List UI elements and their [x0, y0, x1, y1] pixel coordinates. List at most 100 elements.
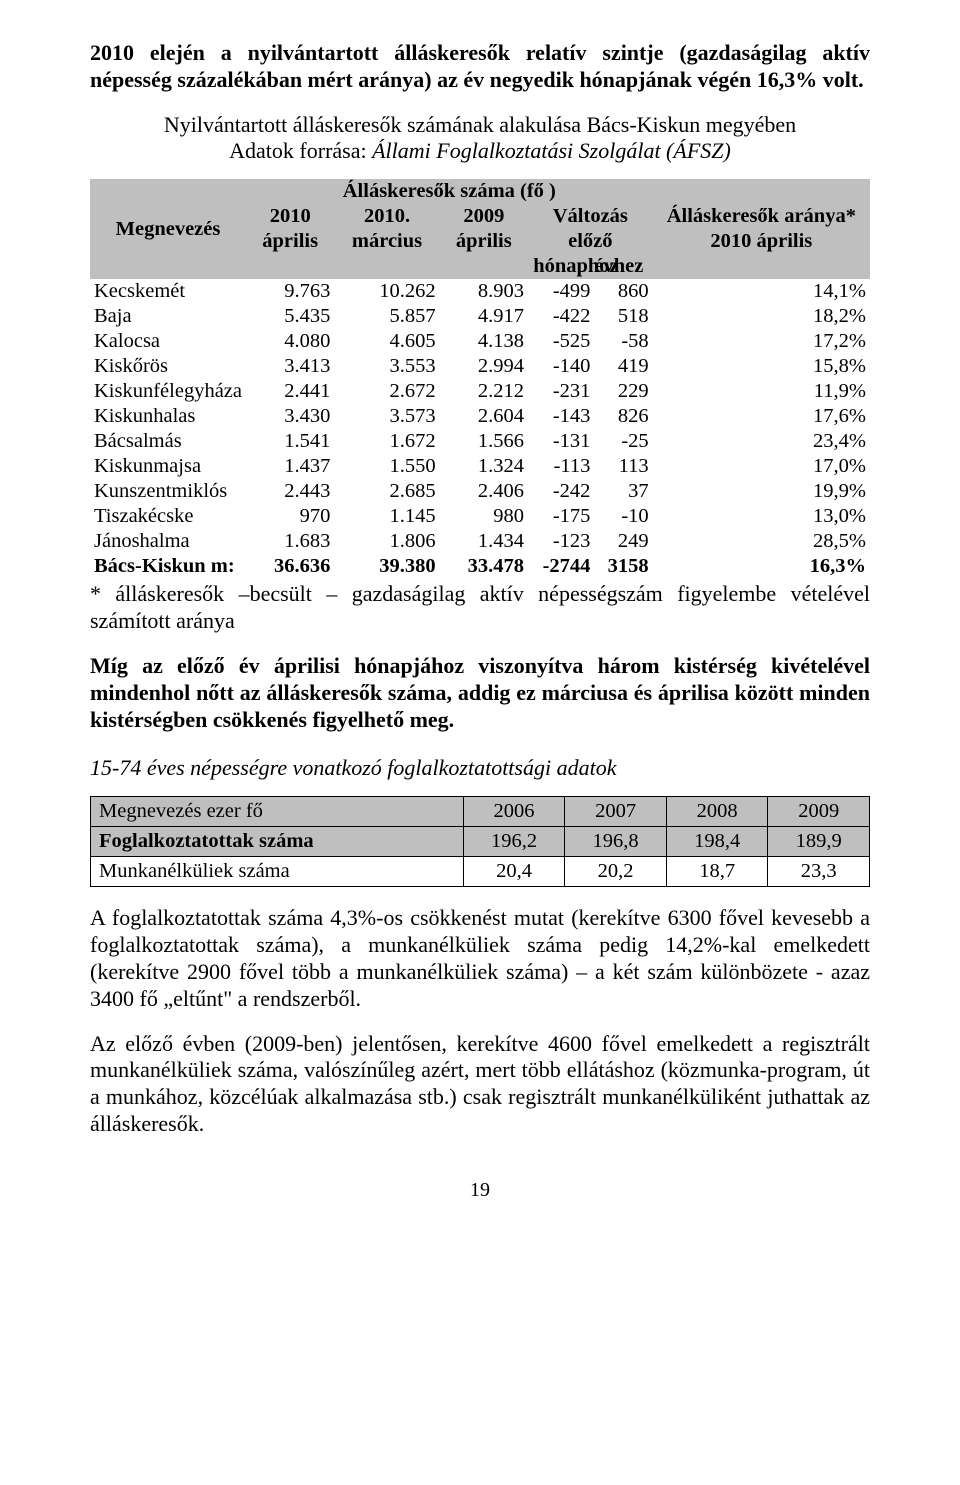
- row-b: 1.145: [334, 504, 439, 529]
- table-row: Kiskőrös3.4133.5532.994-14041915,8%: [90, 354, 870, 379]
- row-f: 11,9%: [653, 379, 870, 404]
- row-b: 3.553: [334, 354, 439, 379]
- row-c: 4.917: [440, 304, 528, 329]
- row-name: Bácsalmás: [90, 429, 246, 454]
- total-e: 3158: [594, 554, 652, 579]
- row-d: -525: [528, 329, 594, 354]
- total-name: Bács-Kiskun m:: [90, 554, 246, 579]
- row-f: 19,9%: [653, 479, 870, 504]
- row-e: 113: [594, 454, 652, 479]
- row-c: 4.138: [440, 329, 528, 354]
- total-d: -2744: [528, 554, 594, 579]
- row-e: 229: [594, 379, 652, 404]
- row-a: 1.541: [246, 429, 334, 454]
- row-name: Kiskőrös: [90, 354, 246, 379]
- row-b: 1.550: [334, 454, 439, 479]
- row-name: Kalocsa: [90, 329, 246, 354]
- row-a: 1.437: [246, 454, 334, 479]
- row-d: -422: [528, 304, 594, 329]
- row-d: -231: [528, 379, 594, 404]
- jobseekers-table: Megnevezés Álláskeresők száma (fő ) Állá…: [90, 179, 870, 579]
- t2-r2-1: 20,2: [565, 857, 667, 887]
- row-b: 10.262: [334, 279, 439, 304]
- employment-table: Megnevezés ezer fő 2006 2007 2008 2009 F…: [90, 796, 870, 887]
- row-e: 419: [594, 354, 652, 379]
- t2-r2-2: 18,7: [666, 857, 768, 887]
- row-f: 14,1%: [653, 279, 870, 304]
- row-name: Tiszakécske: [90, 504, 246, 529]
- row-b: 4.605: [334, 329, 439, 354]
- table1-footnote: * álláskeresők –becsült – gazdaságilag a…: [90, 581, 870, 635]
- row-d: -140: [528, 354, 594, 379]
- t2-c3: 2008: [666, 797, 768, 827]
- t2-r2-label: Munkanélküliek száma: [91, 857, 464, 887]
- t2-r2-0: 20,4: [463, 857, 565, 887]
- table-row: Jánoshalma1.6831.8061.434-12324928,5%: [90, 529, 870, 554]
- table1-title: Nyilvántartott álláskeresők számának ala…: [90, 112, 870, 166]
- row-f: 13,0%: [653, 504, 870, 529]
- para3: A foglalkoztatottak száma 4,3%-os csökke…: [90, 905, 870, 1012]
- intro-paragraph: 2010 elején a nyilvántartott álláskereső…: [90, 40, 870, 94]
- table-row: Kalocsa4.0804.6054.138-525-5817,2%: [90, 329, 870, 354]
- para4: Az előző évben (2009-ben) jelentősen, ke…: [90, 1031, 870, 1138]
- col-valt-label: Változás előző: [553, 205, 628, 252]
- row-name: Kiskunmajsa: [90, 454, 246, 479]
- t2-r1-1: 196,8: [565, 827, 667, 857]
- row-d: -113: [528, 454, 594, 479]
- row-e: 860: [594, 279, 652, 304]
- row-name: Kunszentmiklós: [90, 479, 246, 504]
- row-f: 15,8%: [653, 354, 870, 379]
- t2-c2: 2007: [565, 797, 667, 827]
- t2-r1-0: 196,2: [463, 827, 565, 857]
- row-f: 17,0%: [653, 454, 870, 479]
- sub-honap: hónaphoz: [533, 254, 590, 279]
- t2-r1-2: 198,4: [666, 827, 768, 857]
- row-d: -123: [528, 529, 594, 554]
- col-2010apr: 2010 április: [246, 204, 334, 279]
- table-row: Kiskunfélegyháza2.4412.6722.212-23122911…: [90, 379, 870, 404]
- row-b: 5.857: [334, 304, 439, 329]
- row-c: 1.434: [440, 529, 528, 554]
- row-f: 18,2%: [653, 304, 870, 329]
- t2-col0: Megnevezés ezer fő: [91, 797, 464, 827]
- row-b: 2.672: [334, 379, 439, 404]
- total-a: 36.636: [246, 554, 334, 579]
- row-a: 2.443: [246, 479, 334, 504]
- row-e: 518: [594, 304, 652, 329]
- row-e: -10: [594, 504, 652, 529]
- row-b: 2.685: [334, 479, 439, 504]
- row-d: -143: [528, 404, 594, 429]
- row-c: 2.604: [440, 404, 528, 429]
- row-name: Kecskemét: [90, 279, 246, 304]
- row-e: 826: [594, 404, 652, 429]
- row-f: 28,5%: [653, 529, 870, 554]
- row-a: 5.435: [246, 304, 334, 329]
- row-b: 3.573: [334, 404, 439, 429]
- row-c: 2.994: [440, 354, 528, 379]
- row-b: 1.672: [334, 429, 439, 454]
- summary-paragraph: Míg az előző év áprilisi hónapjához visz…: [90, 653, 870, 733]
- col-valt: Változás előző hónaphozévhez: [528, 204, 653, 279]
- row-e: -58: [594, 329, 652, 354]
- table-row: Tiszakécske9701.145980-175-1013,0%: [90, 504, 870, 529]
- col-megnevezes: Megnevezés: [90, 179, 246, 279]
- row-e: 249: [594, 529, 652, 554]
- table1-title-line1: Nyilvántartott álláskeresők számának ala…: [164, 112, 796, 137]
- table1-source-prefix: Adatok forrása:: [229, 138, 372, 163]
- row-c: 1.566: [440, 429, 528, 454]
- col-2009apr: 2009 április: [440, 204, 528, 279]
- sub-ev: évhez: [590, 254, 647, 279]
- total-f: 16,3%: [653, 554, 870, 579]
- table-row: Bácsalmás1.5411.6721.566-131-2523,4%: [90, 429, 870, 454]
- table-row: Baja5.4355.8574.917-42251818,2%: [90, 304, 870, 329]
- total-c: 33.478: [440, 554, 528, 579]
- row-a: 1.683: [246, 529, 334, 554]
- row-c: 2.406: [440, 479, 528, 504]
- row-a: 3.430: [246, 404, 334, 429]
- row-d: -131: [528, 429, 594, 454]
- col-group-right: Álláskeresők aránya* 2010 április: [653, 179, 870, 279]
- row-name: Jánoshalma: [90, 529, 246, 554]
- row-e: -25: [594, 429, 652, 454]
- row-a: 2.441: [246, 379, 334, 404]
- subheading: 15-74 éves népességre vonatkozó foglalko…: [90, 755, 870, 782]
